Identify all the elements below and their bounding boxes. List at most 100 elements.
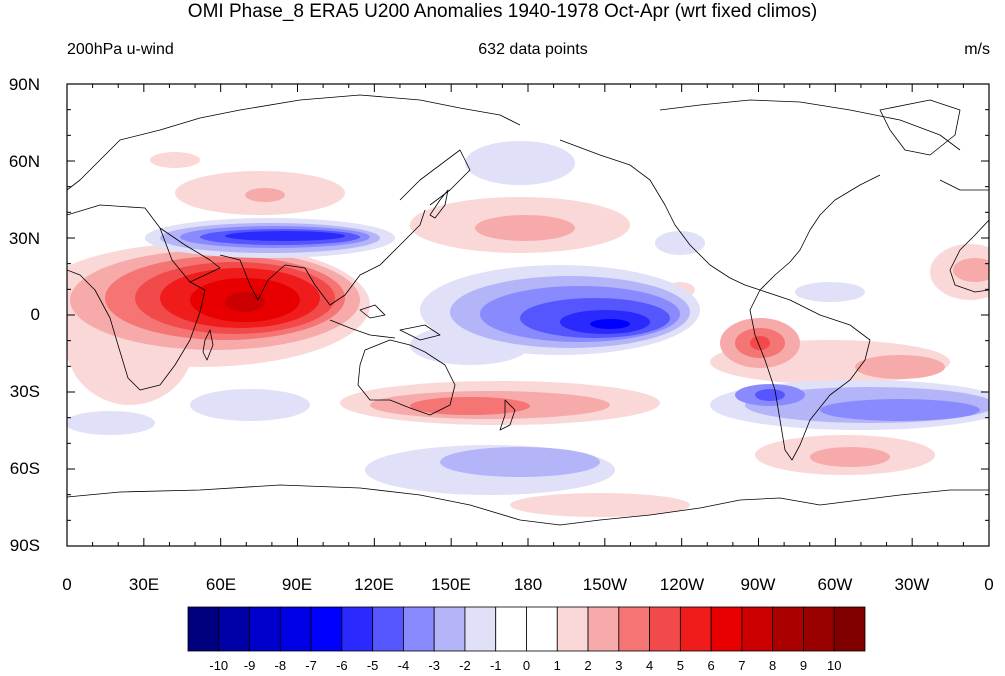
new-zealand-coastline — [499, 399, 516, 431]
lon-tick-label: 90E — [281, 575, 313, 594]
lon-tick-label: 120E — [354, 575, 394, 594]
variable-label: 200hPa u-wind — [67, 41, 174, 58]
borneo-coastline — [359, 304, 386, 319]
lon-tick-label: 60W — [817, 575, 853, 594]
colorbar-swatch — [433, 606, 466, 652]
lon-tick-label: 0 — [984, 575, 994, 594]
colorbar-swatch — [341, 606, 374, 652]
lon-tick-label: 60E — [205, 575, 237, 594]
colorbar-swatch — [249, 606, 281, 652]
lon-tick-label: 90W — [740, 575, 776, 594]
anomaly-positive-strong-region — [750, 336, 770, 350]
colorbar-label: -3 — [428, 658, 440, 673]
plot-title: OMI Phase_8 ERA5 U200 Anomalies 1940-197… — [187, 1, 818, 22]
anomaly-positive-region — [953, 258, 989, 282]
colorbar-label: 2 — [584, 658, 592, 673]
colorbar-label: 5 — [676, 658, 684, 673]
colorbar-swatch — [679, 606, 712, 652]
north-america-east-coastline — [759, 174, 881, 291]
new-guinea-coastline — [399, 324, 441, 341]
colorbar-swatch — [803, 606, 835, 652]
colorbar-swatch — [772, 606, 804, 652]
colorbar-label: 7 — [738, 658, 746, 673]
colorbar-swatch — [556, 606, 589, 652]
colorbar-swatch — [464, 606, 497, 652]
colorbar-label: -4 — [397, 658, 410, 673]
anomaly-negative-strong-region — [225, 231, 345, 241]
anomaly-negative-region — [755, 389, 785, 401]
lon-tick-label: 30E — [128, 575, 160, 594]
colorbar-swatch — [649, 606, 681, 652]
colorbar-label: -6 — [336, 658, 348, 673]
anomaly-positive-region — [810, 447, 890, 467]
antarctica-coastline — [67, 484, 989, 526]
colorbar-swatch — [526, 606, 558, 652]
colorbar-swatch — [741, 606, 774, 652]
colorbar-label: 8 — [769, 658, 777, 673]
lon-tick-label: 120W — [659, 575, 705, 594]
south-america-coastline — [749, 289, 871, 461]
colorbar-swatch — [833, 606, 866, 652]
anomaly-negative-strong-region — [590, 319, 630, 329]
colorbar-label: 0 — [522, 658, 531, 673]
colorbar-label: -10 — [209, 658, 229, 673]
lat-tick-label: 0 — [30, 305, 40, 324]
lat-tick-label: 90S — [9, 536, 40, 555]
lon-tick-label: 0 — [62, 575, 72, 594]
colorbar-swatch — [403, 606, 435, 652]
india-coastline — [219, 254, 306, 301]
colorbar-swatch — [218, 606, 250, 652]
colorbar-label: -5 — [366, 658, 379, 673]
colorbar-label: 4 — [645, 658, 654, 673]
colorbar-label: -9 — [243, 658, 256, 673]
colorbar-swatch — [187, 606, 220, 652]
west-africa-coastline — [949, 219, 989, 293]
anomaly-positive-weak-region — [510, 493, 690, 517]
lat-tick-label: 60S — [9, 459, 40, 478]
indonesia-coastline — [329, 319, 396, 339]
units-label: m/s — [964, 41, 990, 58]
colorbar-swatch — [310, 606, 343, 652]
colorbar-label: -7 — [305, 658, 317, 673]
anomaly-negative-region — [820, 399, 980, 421]
colorbar — [187, 606, 866, 652]
north-america-west-coastline — [559, 139, 761, 291]
anomaly-negative-weak-region — [795, 282, 865, 302]
colorbar-swatch — [279, 606, 312, 652]
anomaly-negative-weak-region — [190, 389, 310, 421]
lat-tick-label: 60N — [8, 152, 40, 171]
colorbar-label: 9 — [799, 658, 808, 673]
japan-coastline — [429, 189, 449, 219]
north-america-arctic-coastline — [659, 99, 961, 151]
axis-ticks — [66, 83, 990, 547]
east-asia-coastline — [399, 149, 471, 206]
anomaly-positive-weak-region — [150, 152, 200, 168]
anomaly-positive-region — [855, 355, 945, 379]
colorbar-swatch — [710, 606, 743, 652]
anomaly-negative-weak-region — [465, 141, 575, 185]
colorbar-swatch — [618, 606, 650, 652]
anomaly-positive-region — [475, 215, 575, 241]
anomaly-field — [67, 141, 989, 517]
colorbar-label: -1 — [489, 658, 502, 673]
arabia-coastline — [159, 227, 221, 283]
anomaly-positive-region — [410, 397, 530, 415]
colorbar-swatch — [587, 606, 620, 652]
lon-tick-label: 150W — [582, 575, 628, 594]
lon-tick-label: 180 — [513, 575, 543, 594]
greenland-coastline — [879, 99, 961, 156]
lat-tick-label: 30N — [8, 229, 40, 248]
anomaly-positive-region — [245, 188, 285, 202]
africa-coastline — [67, 204, 206, 391]
anomaly-negative-region — [440, 447, 600, 477]
colorbar-label: -2 — [459, 658, 471, 673]
anomaly-positive-strong-region — [225, 292, 265, 312]
eurasia-coastline — [67, 94, 521, 191]
colorbar-label: 10 — [826, 658, 842, 673]
australia-coastline — [357, 339, 456, 416]
anomaly-negative-weak-region — [67, 411, 155, 435]
coastlines — [67, 94, 989, 526]
lat-tick-label: 30S — [9, 382, 40, 401]
colorbar-label: 1 — [553, 658, 561, 673]
